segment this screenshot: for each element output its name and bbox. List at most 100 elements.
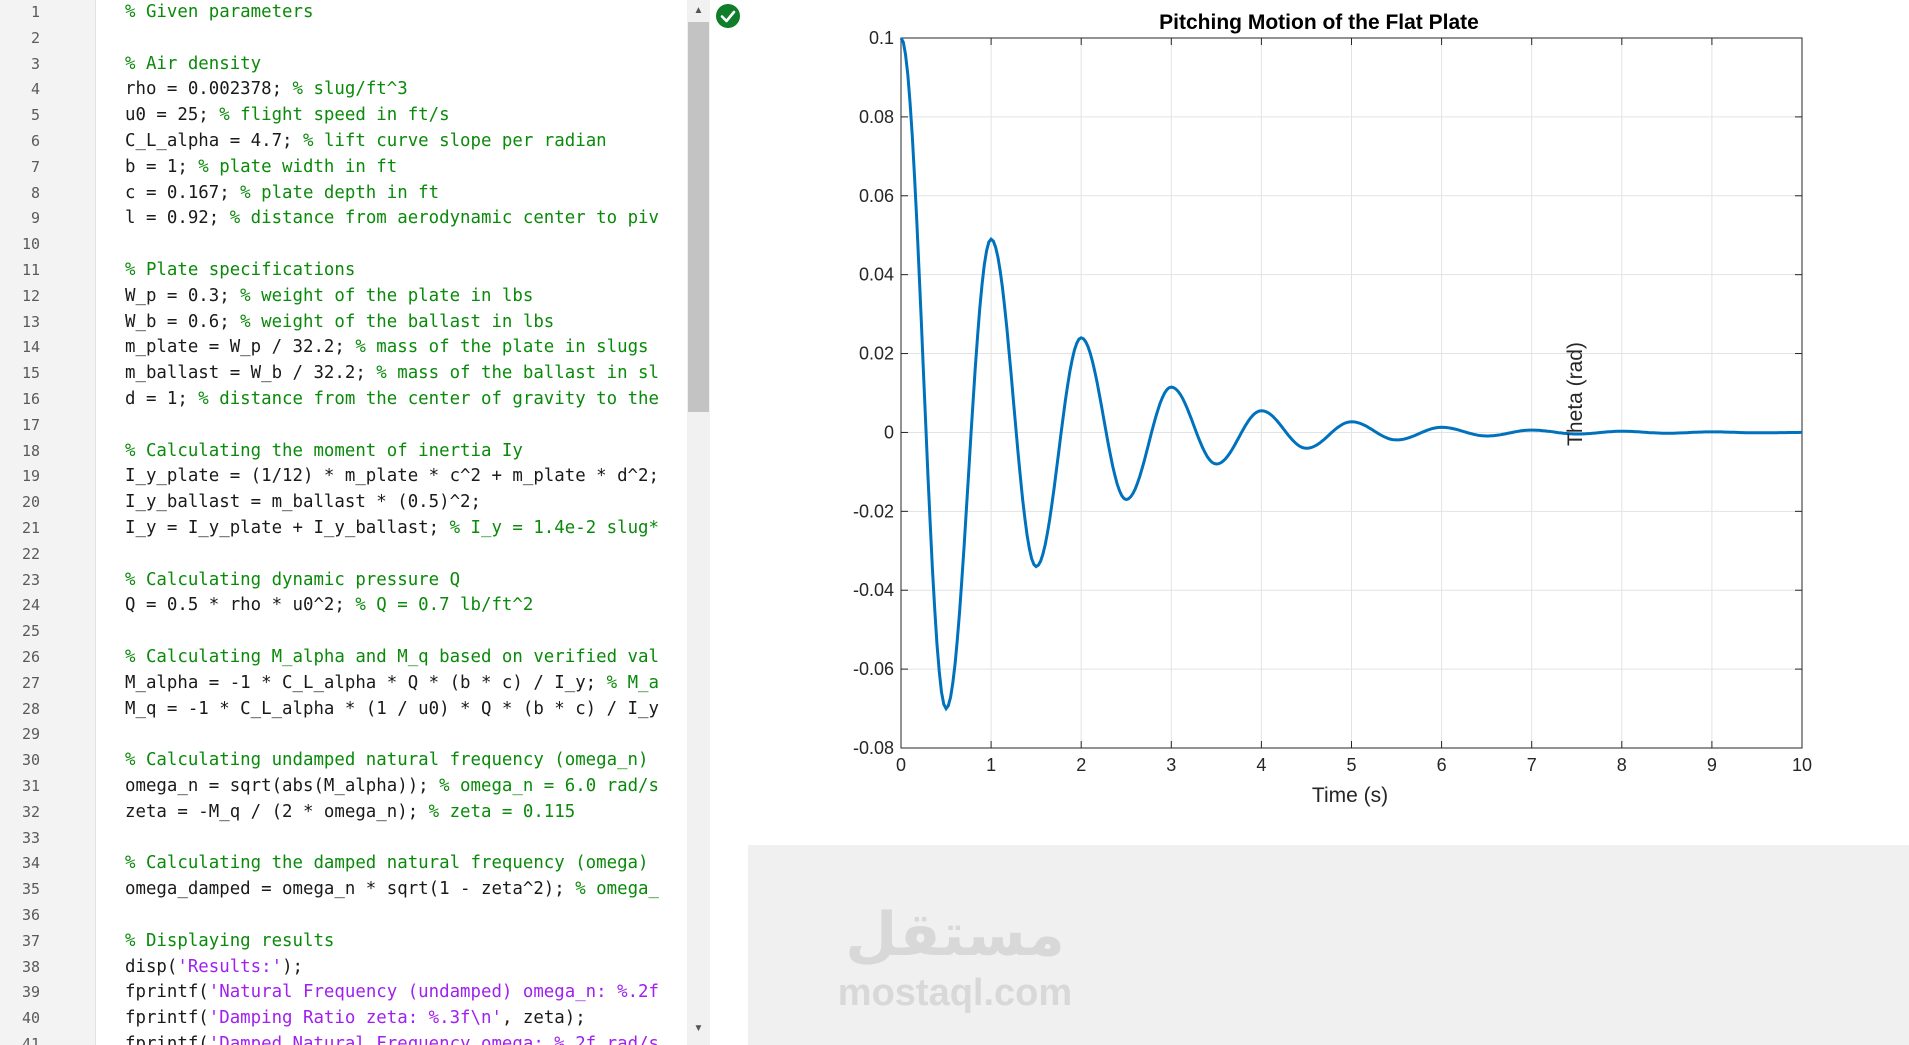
line-number: 21 <box>21 519 40 537</box>
code-line[interactable]: omega_damped = omega_n * sqrt(1 - zeta^2… <box>125 876 659 902</box>
code-token: disp( <box>125 957 178 977</box>
code-token: M_q = -1 * C_L_alpha * (1 / u0) * Q * (b… <box>125 699 659 719</box>
y-tick-label: 0.1 <box>869 28 894 48</box>
x-axis-label: Time (s) <box>1312 784 1388 807</box>
code-token: W_b = 0.6; <box>125 312 241 332</box>
code-comment: % omega_ <box>575 879 659 899</box>
code-line[interactable]: I_y_plate = (1/12) * m_plate * c^2 + m_p… <box>125 463 659 489</box>
watermark-arabic: مستقل <box>845 900 1065 970</box>
code-line[interactable]: % Displaying results <box>125 928 334 954</box>
code-line[interactable]: W_b = 0.6; % weight of the ballast in lb… <box>125 309 554 335</box>
code-token: m_plate = W_p / 32.2; <box>125 337 356 357</box>
code-token: c = 0.167; <box>125 183 241 203</box>
line-number: 11 <box>21 261 40 279</box>
code-token: omega_n = sqrt(abs(M_alpha)); <box>125 776 440 796</box>
code-comment: % mass of the plate in slugs <box>355 337 649 357</box>
code-comment: % I_y = 1.4e-2 slug* <box>449 518 659 538</box>
watermark-logo: مستقل mostaql.com <box>835 900 1075 1030</box>
code-string: 'Results:' <box>177 957 283 977</box>
code-comment: % Given parameters <box>125 2 314 22</box>
code-comment: % Plate specifications <box>125 260 356 280</box>
figure-empty-area <box>748 845 1909 1045</box>
code-line[interactable]: C_L_alpha = 4.7; % lift curve slope per … <box>125 128 607 154</box>
code-line[interactable]: I_y = I_y_plate + I_y_ballast; % I_y = 1… <box>125 515 659 541</box>
code-area[interactable]: % Given parameters % Air density rho = 0.0… <box>125 0 687 1045</box>
y-tick-label: 0.04 <box>859 265 894 285</box>
line-number-gutter: 1 2 3 4 5 6 7 8 9 10 11 12 13 14 15 16 17 18 19 20 21 22 23 24 2… <box>0 0 96 1045</box>
code-token: fprintf( <box>125 1008 209 1028</box>
code-line[interactable]: Q = 0.5 * rho * u0^2; % Q = 0.7 lb/ft^2 <box>125 592 533 618</box>
line-number: 34 <box>21 854 40 872</box>
code-string: 'Damped Natural Frequency omega: %.2f ra… <box>208 1034 659 1045</box>
code-line[interactable]: % Given parameters <box>125 0 313 25</box>
code-line[interactable]: I_y_ballast = m_ballast * (0.5)^2; <box>125 489 481 515</box>
line-number: 2 <box>30 29 40 47</box>
code-editor[interactable]: 1 2 3 4 5 6 7 8 9 10 11 12 13 14 15 16 17 18 19 20 21 22 23 24 2… <box>0 0 746 1045</box>
code-comment: % Q = 0.7 lb/ft^2 <box>355 595 534 615</box>
line-number: 4 <box>30 80 40 98</box>
y-tick-label: -0.04 <box>853 580 894 600</box>
code-token: ); <box>282 957 304 977</box>
y-axis-label: Theta (rad) <box>1564 342 1587 446</box>
code-line[interactable]: omega_n = sqrt(abs(M_alpha)); % omega_n … <box>125 773 659 799</box>
scroll-thumb[interactable] <box>688 22 709 412</box>
line-number: 38 <box>21 958 40 976</box>
code-line[interactable]: m_plate = W_p / 32.2; % mass of the plat… <box>125 334 649 360</box>
x-tick-label: 7 <box>1527 755 1537 775</box>
line-number: 8 <box>30 184 40 202</box>
code-line[interactable]: % Calculating M_alpha and M_q based on v… <box>125 644 659 670</box>
code-token: l = 0.92; <box>125 208 230 228</box>
code-line[interactable]: l = 0.92; % distance from aerodynamic ce… <box>125 205 659 231</box>
code-string: 'Natural Frequency (undamped) omega_n: %… <box>208 982 659 1002</box>
code-line[interactable]: c = 0.167; % plate depth in ft <box>125 180 439 206</box>
line-number: 5 <box>30 106 40 124</box>
code-line[interactable]: W_p = 0.3; % weight of the plate in lbs <box>125 283 533 309</box>
scroll-down-icon[interactable]: ▼ <box>693 1023 704 1034</box>
code-comment: % omega_n = 6.0 rad/s <box>439 776 659 796</box>
code-comment: % Calculating the damped natural frequen… <box>125 853 649 873</box>
code-line[interactable]: m_ballast = W_b / 32.2; % mass of the ba… <box>125 360 659 386</box>
code-line[interactable]: % Plate specifications <box>125 257 355 283</box>
scroll-up-icon[interactable]: ▲ <box>693 5 704 16</box>
line-number: 19 <box>21 467 40 485</box>
code-line[interactable]: % Air density <box>125 51 261 77</box>
x-tick-label: 5 <box>1346 755 1356 775</box>
code-comment: % mass of the ballast in sl <box>376 363 659 383</box>
code-token: d = 1; <box>125 389 199 409</box>
code-line[interactable]: fprintf('Damped Natural Frequency omega:… <box>125 1031 659 1045</box>
code-line[interactable]: M_q = -1 * C_L_alpha * (1 / u0) * Q * (b… <box>125 696 659 722</box>
code-comment: % Calculating the moment of inertia Iy <box>125 441 523 461</box>
code-line[interactable]: u0 = 25; % flight speed in ft/s <box>125 102 450 128</box>
line-number: 22 <box>21 545 40 563</box>
code-line[interactable]: % Calculating dynamic pressure Q <box>125 567 460 593</box>
code-line[interactable]: fprintf('Damping Ratio zeta: %.3f\n', ze… <box>125 1005 586 1031</box>
code-line[interactable]: d = 1; % distance from the center of gra… <box>125 386 659 412</box>
editor-scrollbar[interactable]: ▲ ▼ <box>687 0 710 1045</box>
line-number: 9 <box>30 209 40 227</box>
code-token: Q = 0.5 * rho * u0^2; <box>125 595 356 615</box>
code-token: I_y = I_y_plate + I_y_ballast; <box>125 518 450 538</box>
code-token: u0 = 25; <box>125 105 220 125</box>
code-comment: % Displaying results <box>125 931 335 951</box>
x-tick-label: 4 <box>1256 755 1266 775</box>
code-line[interactable]: M_alpha = -1 * C_L_alpha * Q * (b * c) /… <box>125 670 659 696</box>
code-token: W_p = 0.3; <box>125 286 241 306</box>
code-line[interactable]: fprintf('Natural Frequency (undamped) om… <box>125 979 659 1005</box>
code-line[interactable]: zeta = -M_q / (2 * omega_n); % zeta = 0.… <box>125 799 575 825</box>
line-number: 41 <box>21 1035 40 1045</box>
x-tick-label: 3 <box>1166 755 1176 775</box>
x-tick-label: 8 <box>1617 755 1627 775</box>
code-line[interactable]: % Calculating undamped natural frequency… <box>125 747 649 773</box>
check-circle-icon[interactable] <box>716 4 740 28</box>
code-line[interactable]: % Calculating the damped natural frequen… <box>125 850 649 876</box>
line-number: 25 <box>21 622 40 640</box>
line-number: 16 <box>21 390 40 408</box>
code-comment: % distance from aerodynamic center to pi… <box>229 208 659 228</box>
code-line[interactable]: % Calculating the moment of inertia Iy <box>125 438 523 464</box>
code-line[interactable]: disp('Results:'); <box>125 954 303 980</box>
code-line[interactable]: rho = 0.002378; % slug/ft^3 <box>125 76 408 102</box>
y-tick-label: -0.06 <box>853 659 894 679</box>
code-token: omega_damped = omega_n * sqrt(1 - zeta^2… <box>125 879 576 899</box>
code-line[interactable]: b = 1; % plate width in ft <box>125 154 397 180</box>
line-number: 13 <box>21 313 40 331</box>
